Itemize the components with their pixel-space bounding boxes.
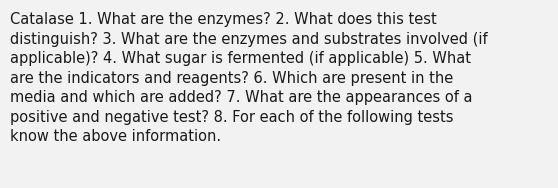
Text: Catalase 1. What are the enzymes? 2. What does this test
distinguish? 3. What ar: Catalase 1. What are the enzymes? 2. Wha… [10,12,488,144]
